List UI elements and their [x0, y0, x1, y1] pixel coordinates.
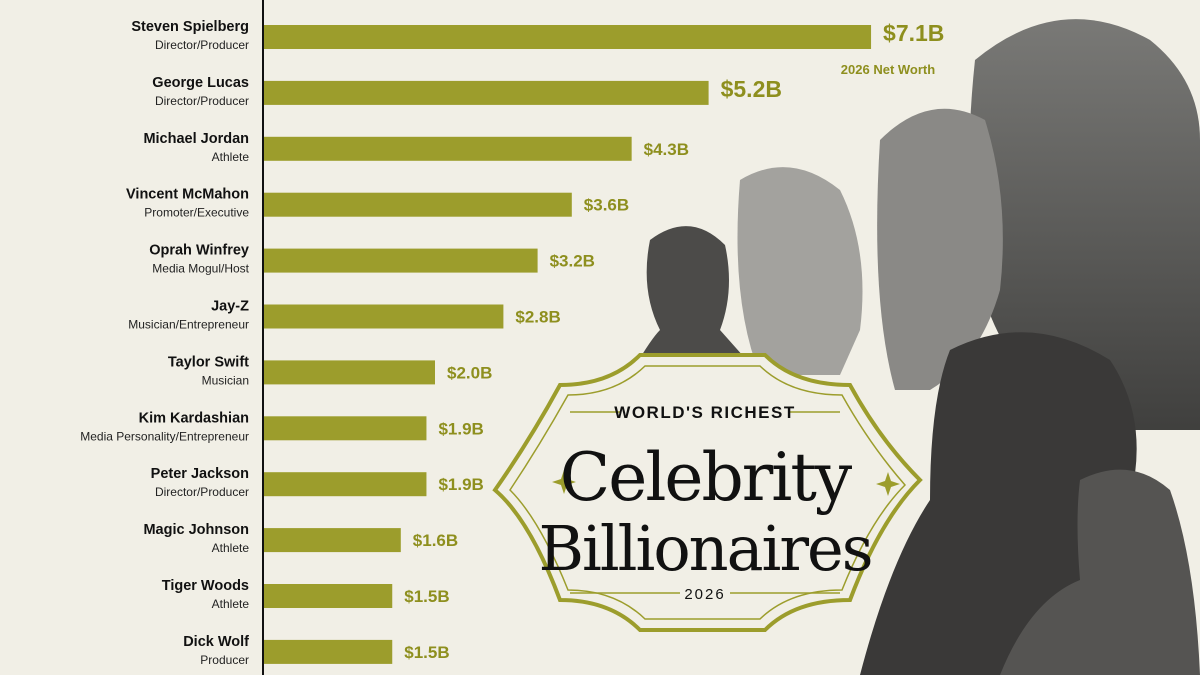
value-label: $1.5B: [404, 587, 449, 606]
category-role: Media Mogul/Host: [152, 262, 249, 276]
title-line: Celebrity: [560, 439, 853, 516]
category-role: Promoter/Executive: [144, 206, 249, 220]
bar: [264, 584, 393, 608]
title-kicker: WORLD'S RICHEST: [614, 403, 795, 422]
bar: [264, 304, 504, 329]
title-line: Billionaires: [538, 512, 871, 585]
bar: [264, 25, 872, 49]
category-role: Director/Producer: [155, 94, 249, 108]
bar: [264, 528, 401, 553]
value-note: 2026 Net Worth: [841, 62, 935, 77]
value-label: $1.6B: [413, 531, 458, 550]
category-role: Athlete: [212, 150, 250, 164]
value-label: $7.1B: [883, 20, 944, 46]
title-badge: WORLD'S RICHEST Celebrity Billionaires 2…: [492, 353, 923, 632]
value-label: $5.2B: [721, 76, 782, 102]
value-label: $3.2B: [550, 252, 595, 271]
value-label: $1.5B: [404, 643, 449, 662]
category-role: Athlete: [212, 597, 250, 611]
bar: [264, 192, 572, 217]
bar: [264, 360, 435, 385]
bar: [264, 472, 427, 497]
category-label: Dick Wolf: [183, 634, 249, 650]
category-label: Jay-Z: [211, 299, 249, 315]
photo-collage: [630, 19, 1200, 675]
category-label: Michael Jordan: [143, 131, 249, 147]
category-role: Director/Producer: [155, 485, 249, 499]
category-label: Taylor Swift: [168, 354, 249, 370]
category-role: Musician: [202, 373, 249, 387]
category-label: Peter Jackson: [151, 466, 249, 482]
category-role: Musician/Entrepreneur: [128, 318, 249, 332]
bar: [264, 416, 427, 441]
value-label: $1.9B: [438, 419, 483, 438]
category-role: Media Personality/Entrepreneur: [80, 429, 249, 443]
value-label: $2.8B: [515, 308, 560, 327]
category-role: Director/Producer: [155, 38, 249, 52]
value-label: $2.0B: [447, 363, 492, 382]
category-label: Kim Kardashian: [139, 410, 249, 426]
category-label: Steven Spielberg: [131, 19, 249, 35]
category-label: Oprah Winfrey: [149, 243, 249, 259]
bar: [264, 639, 393, 664]
value-label: $3.6B: [584, 196, 629, 215]
category-label: George Lucas: [152, 75, 249, 91]
category-label: Vincent McMahon: [126, 187, 249, 203]
category-label: Tiger Woods: [162, 578, 249, 594]
bar: [264, 248, 538, 273]
title-year: 2026: [684, 586, 725, 603]
category-role: Athlete: [212, 541, 250, 555]
category-role: Producer: [200, 653, 249, 667]
value-label: $4.3B: [644, 140, 689, 159]
bar: [264, 80, 709, 105]
bar: [264, 136, 632, 161]
value-label: $1.9B: [438, 475, 483, 494]
category-label: Magic Johnson: [143, 522, 249, 538]
